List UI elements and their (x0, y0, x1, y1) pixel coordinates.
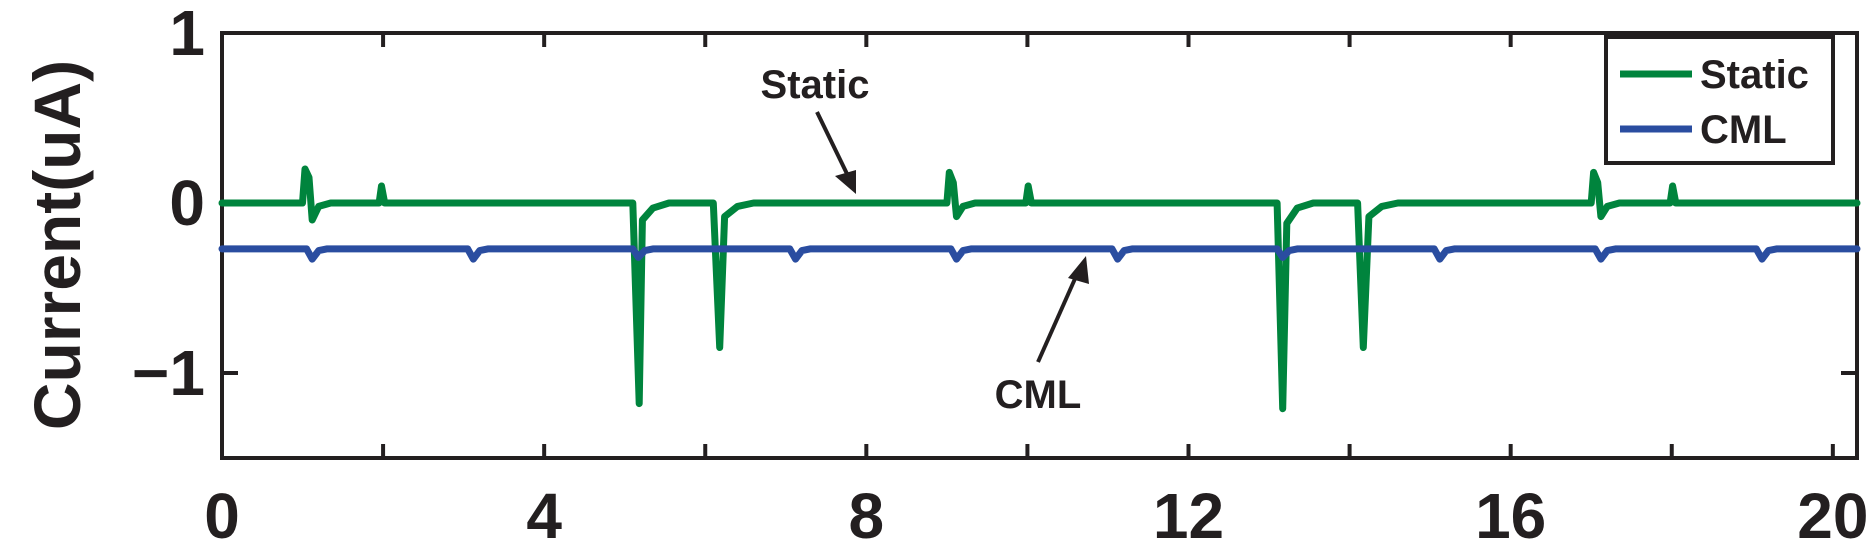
legend-label-cml: CML (1700, 108, 1787, 152)
y-tick-label: 0 (169, 167, 205, 239)
legend: Static CML (1604, 35, 1835, 165)
x-tick-label: 8 (849, 480, 885, 550)
legend-box (1604, 35, 1835, 165)
legend-label-static: Static (1700, 53, 1809, 97)
annotation-cml-arrow (1036, 271, 1080, 363)
y-axis-title: Current(uA) (20, 60, 94, 430)
y-tick-label: −1 (132, 337, 205, 409)
series-line-cml (218, 245, 1861, 263)
x-tick-label: 16 (1475, 480, 1546, 550)
series-layer (218, 165, 1861, 413)
x-tick-label: 0 (204, 480, 240, 550)
x-tick-label: 20 (1797, 480, 1868, 550)
series-line-static (218, 165, 1861, 413)
x-tick-label: 12 (1153, 480, 1224, 550)
annotation-cml-arrowhead (1068, 256, 1089, 284)
annotation-cml-label: CML (995, 373, 1082, 417)
tick-labels: 0 4 8 12 16 20 1 0 −1 (132, 0, 1868, 550)
annotation-layer: Static CML (761, 63, 1089, 417)
x-tick-label: 4 (526, 480, 562, 550)
annotation-static-arrow (815, 111, 852, 181)
y-tick-label: 1 (169, 0, 205, 69)
annotation-static-arrowhead (835, 170, 856, 194)
annotation-static-label: Static (761, 63, 870, 107)
